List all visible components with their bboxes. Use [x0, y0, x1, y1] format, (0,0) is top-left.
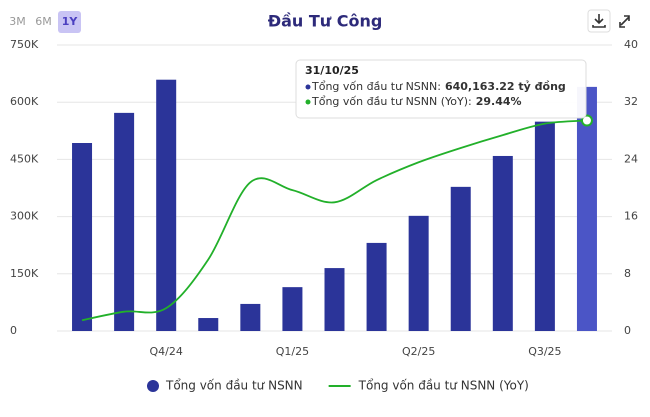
tooltip-label: Tổng vốn đầu tư NSNN: [311, 80, 441, 93]
y2-tick-label: 0 [624, 324, 631, 337]
range-button[interactable]: 1Y [62, 15, 79, 28]
bar [156, 79, 177, 332]
line [81, 119, 588, 322]
y-tick-label: 150K [10, 267, 39, 280]
x-tick-label: Q2/25 [402, 345, 435, 358]
chart-title: Đầu Tư Công [268, 12, 383, 31]
range-button-bg[interactable] [58, 11, 81, 33]
tooltip-value: 640,163.22 tỷ đồng [445, 80, 566, 93]
tooltip-row: Tổng vốn đầu tư NSNN (YoY): 29.44% [311, 95, 522, 108]
y2-tick-label: 40 [624, 38, 638, 51]
y-tick-label: 600K [10, 95, 39, 108]
tooltip: 31/10/25 Tổng vốn đầu tư NSNN: 640,163.22 … [295, 59, 587, 119]
tooltip-label: Tổng vốn đầu tư NSNN (YoY): [311, 95, 472, 108]
tooltip-dot [305, 99, 311, 105]
bar [408, 215, 429, 331]
legend-label: Tổng vốn đầu tư NSNN (YoY) [358, 379, 529, 393]
bar [492, 155, 513, 331]
bar [114, 112, 135, 331]
bar [198, 318, 219, 331]
x-tick-label: Q3/25 [528, 345, 561, 358]
legend-label: Tổng vốn đầu tư NSNN [165, 379, 303, 393]
x-tick-label: Q4/24 [150, 345, 183, 358]
y2-tick-label: 8 [624, 267, 631, 280]
bar [450, 186, 471, 331]
bar [72, 143, 93, 331]
tooltip-dot [305, 84, 311, 90]
download-icon[interactable] [587, 9, 611, 33]
y2-tick-label: 32 [624, 95, 638, 108]
bar [366, 242, 387, 331]
tooltip-value: 29.44% [476, 95, 522, 108]
bar [324, 268, 345, 331]
x-tick-label: Q1/25 [276, 345, 309, 358]
tooltip-row: Tổng vốn đầu tư NSNN: 640,163.22 tỷ đồng [311, 80, 566, 93]
bar [240, 303, 261, 331]
tooltip-box [295, 59, 587, 119]
legend-marker [147, 380, 159, 392]
y-tick-label: 750K [10, 38, 39, 51]
y2-tick-label: 24 [624, 152, 638, 165]
y-tick-label: 0 [10, 324, 17, 337]
range-button[interactable]: 6M [35, 15, 52, 28]
hover-point [580, 114, 593, 127]
tooltip-date: 31/10/25 [305, 64, 359, 77]
y-tick-label: 300K [10, 210, 39, 223]
bar [534, 121, 555, 331]
bar [576, 86, 597, 331]
y2-tick-label: 16 [624, 210, 638, 223]
range-button[interactable]: 3M [9, 15, 26, 28]
y-tick-label: 450K [10, 152, 39, 165]
bar [282, 287, 303, 331]
expand-icon[interactable] [619, 15, 630, 28]
